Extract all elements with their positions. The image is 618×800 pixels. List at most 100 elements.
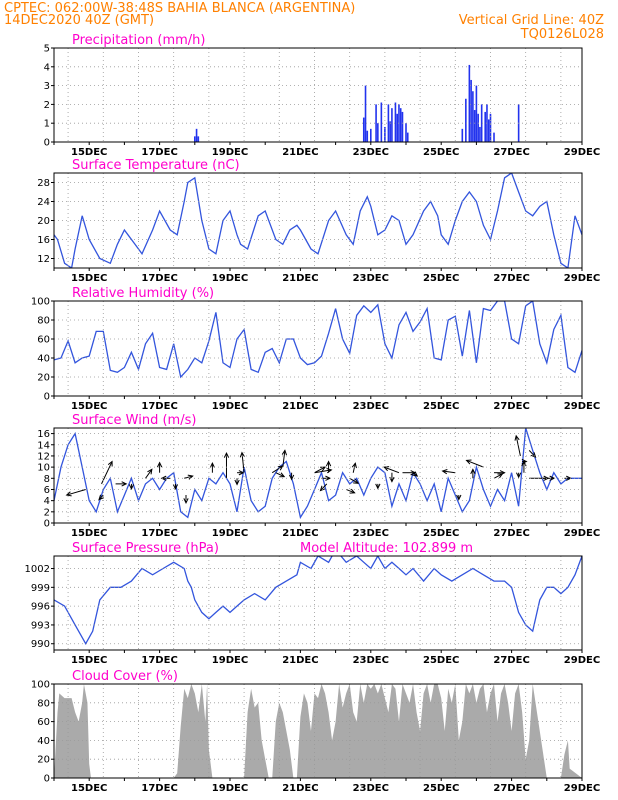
wind-arrow-head [128,484,135,491]
wind-arrow-head [320,466,327,472]
temp-xtick-label: 27DEC [493,273,529,284]
wind-arrow [412,471,419,477]
temp-xtick-label: 15DEC [71,273,107,284]
cloud-area [54,684,582,778]
precip-bar [401,111,404,142]
wind-xtick-label: 23DEC [353,528,389,539]
wind-arrow [389,472,395,483]
precip-ytick-label: 3 [44,81,50,92]
precip-bar [195,128,198,142]
precip-bar [399,108,402,142]
rh-panel: Relative Humidity (%) 0 20 40 60 80 100 15DEC 17… [31,286,600,412]
precip-bar [370,128,372,142]
precip-ytick-label: 1 [44,119,50,130]
rh-xtick-label: 21DEC [282,401,318,412]
pressure-series-line [54,556,582,646]
wind-arrow [145,468,153,479]
temp-xtick-label: 25DEC [423,273,459,284]
pressure-annotation: Model Altitude: 102.899 m [300,541,473,556]
wind-ytick-label: 6 [44,485,50,496]
precip-bar [475,85,478,142]
wind-arrow-shaft [352,463,356,473]
wind-arrow [65,488,86,497]
pressure-xtick-label: 17DEC [141,655,177,666]
wind-arrow-shaft [345,489,355,494]
wind-arrow [493,473,504,479]
wind-arrow-head [412,471,419,477]
wind-xtick-label: 27DEC [493,528,529,539]
pressure-xtick-label: 27DEC [493,655,529,666]
cloud-panel: Cloud Cover (%) 0 20 40 60 80 100 15DEC 17DEC 19D… [31,669,600,794]
rh-series-line [54,301,582,379]
rh-xtick-label: 27DEC [493,401,529,412]
precip-bar [470,79,472,142]
temp-panel: Surface Temperature (nC) 12 16 20 24 28 15DEC 1… [37,158,600,284]
rh-xtick-label: 23DEC [353,401,389,412]
temp-xtick-label: 17DEC [141,273,177,284]
wind-arrow-head [351,462,357,469]
wind-arrow-shaft [66,488,86,496]
precip-bar [484,111,486,142]
temp-series-line [54,173,582,268]
wind-arrow-head [470,468,476,475]
precip-bar [375,104,377,142]
temp-ytick-label: 24 [37,197,50,208]
wind-arrow-head [516,472,522,479]
rh-xtick-label: 15DEC [71,401,107,412]
precip-xtick-label: 25DEC [423,147,459,158]
precip-bar [477,113,479,142]
wind-xtick-label: 15DEC [71,528,107,539]
temp-xtick-label: 29DEC [564,273,600,284]
wind-arrow [375,483,381,490]
wind-ytick-label: 10 [37,463,50,474]
wind-xtick-label: 17DEC [141,528,177,539]
wind-ytick-label: 12 [37,451,50,462]
wind-arrow-head [234,479,240,486]
precip-bar [465,98,467,142]
header-station: CPTEC: 062:00W-38:48S BAHIA BLANCA (ARGE… [4,1,355,16]
pressure-ytick-label: 990 [31,639,50,650]
wind-arrow-shaft [320,483,328,491]
precip-frame [53,47,583,143]
pressure-frame [53,555,583,651]
precip-bar [377,123,379,142]
wind-arrow-shaft [515,435,521,457]
temp-xtick-label: 21DEC [282,273,318,284]
precip-bar [194,136,196,142]
cloud-xtick-label: 23DEC [353,783,389,794]
wind-arrow-head [121,481,128,487]
wind-arrow-head [353,478,360,484]
wind-arrow-head [239,451,246,458]
pressure-xtick-label: 15DEC [71,655,107,666]
temp-title: Surface Temperature (nC) [72,158,240,173]
precip-xtick-label: 23DEC [353,147,389,158]
wind-arrow [516,472,522,479]
wind-arrow-head [375,483,381,490]
rh-ytick-label: 40 [37,354,50,365]
rh-ytick-label: 60 [37,335,50,346]
precip-bar [493,132,495,142]
wind-arrow-shaft [383,466,400,474]
wind-title: Surface Wind (m/s) [72,413,196,428]
wind-arrow-shaft [184,475,193,479]
wind-arrow [183,495,189,505]
wind-arrow-head [530,452,537,458]
cloud-ytick-label: 40 [37,736,50,747]
wind-arrow [349,477,360,484]
wind-series-line [54,428,582,520]
wind-arrow [456,494,462,501]
precip-bar [384,126,386,142]
rh-ytick-label: 80 [37,316,50,327]
precip-bar [389,121,391,142]
wind-xtick-label: 19DEC [212,528,248,539]
precip-ytick-label: 4 [44,62,50,73]
precip-bar [391,108,393,142]
cloud-xtick-label: 21DEC [282,783,318,794]
wind-xtick-label: 29DEC [564,528,600,539]
rh-xtick-label: 17DEC [141,401,177,412]
precip-bar [197,136,200,142]
wind-ytick-label: 8 [44,474,50,485]
wind-arrow [275,472,286,478]
